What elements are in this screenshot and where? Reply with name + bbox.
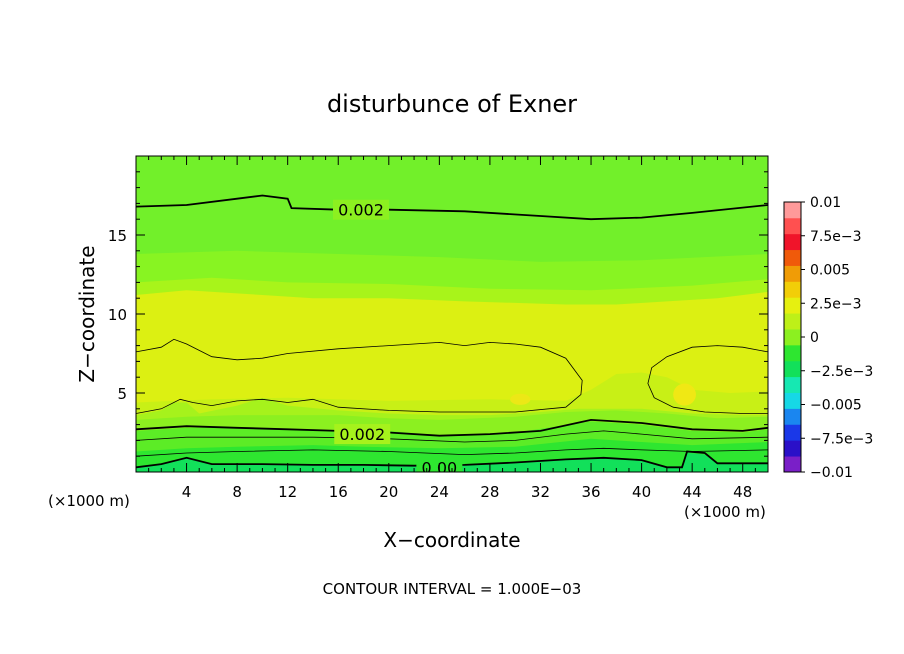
colorbar-cell [784, 360, 801, 378]
maximum-blob-0 [673, 383, 696, 406]
colorbar-cell [784, 456, 801, 473]
colorbar-cell [784, 392, 801, 409]
x-tick-label: 28 [480, 483, 499, 501]
colorbar-cell [784, 217, 801, 235]
y-tick-label: 5 [117, 385, 127, 403]
contour-line-5 [136, 447, 768, 457]
maximum-blob-1 [510, 393, 531, 405]
colorbar-label: −7.5e−3 [810, 431, 873, 447]
contour-lines [136, 194, 768, 469]
x-tick-label: 8 [232, 483, 242, 501]
contour-line-2 [647, 345, 768, 414]
colorbar: 0.01 7.5e−3 0.005 2.5e−3 0 −2.5e−3 −0.005 −7.5e… [783, 195, 873, 481]
x-tick-label: 48 [733, 483, 752, 501]
x-tick-label: 40 [632, 483, 651, 501]
contour-label-0: 0.002 [338, 201, 384, 220]
y-tick-label: 10 [108, 306, 127, 324]
contour-line-1 [136, 338, 583, 414]
x-unit-right: (×1000 m) [684, 503, 766, 521]
colorbar-label: −2.5e−3 [810, 364, 873, 380]
colorbar-cell [784, 249, 801, 266]
contour-interval-note: CONTOUR INTERVAL = 1.000E−03 [323, 580, 582, 598]
x-tick-label: 16 [329, 483, 348, 501]
contour-line-6 [136, 450, 768, 469]
colorbar-label: 2.5e−3 [810, 296, 862, 312]
colorbar-label: −0.005 [810, 398, 862, 414]
colorbar-cell [784, 281, 801, 298]
colorbar-label: 7.5e−3 [810, 229, 862, 245]
y-tick-label: 15 [108, 227, 127, 245]
contour-label-bg-1 [334, 424, 391, 445]
x-tick-label: 44 [683, 483, 702, 501]
colorbar-label: 0 [810, 330, 819, 346]
y-axis-label: Z−coordinate [75, 245, 99, 382]
contour-label-bg-0 [332, 199, 389, 220]
colorbar-label: 0.01 [810, 195, 841, 211]
x-tick-label: 32 [531, 483, 550, 501]
x-tick-label: 12 [278, 483, 297, 501]
colorbar-label: −0.01 [810, 465, 853, 481]
colorbar-cell [784, 440, 801, 457]
x-tick-label: 36 [581, 483, 600, 501]
colorbar-cell [784, 376, 801, 393]
colorbar-cell [784, 202, 801, 219]
colorbar-label: 0.005 [810, 263, 850, 279]
colorbar-cell [784, 313, 801, 330]
colorbar-cell [784, 424, 801, 441]
colorbar-cell [784, 265, 801, 282]
contour-line-4 [136, 430, 768, 443]
colorbar-cell [784, 329, 801, 346]
x-tick-label: 4 [182, 483, 192, 501]
x-tick-label: 24 [430, 483, 449, 501]
local-maxima [510, 383, 696, 406]
colorbar-cell [784, 297, 801, 314]
contour-line-3 [136, 418, 768, 437]
colorbar-cell [784, 408, 801, 425]
filled-bands [136, 156, 768, 472]
x-axis-label: X−coordinate [383, 528, 520, 552]
band-9 [136, 156, 768, 262]
x-unit-left: (×1000 m) [48, 492, 130, 510]
x-tick-label: 20 [379, 483, 398, 501]
chart-title: disturbunce of Exner [327, 90, 577, 118]
contour-label-1: 0.002 [339, 425, 385, 444]
colorbar-cell [784, 344, 801, 362]
colorbar-cell [784, 233, 801, 251]
